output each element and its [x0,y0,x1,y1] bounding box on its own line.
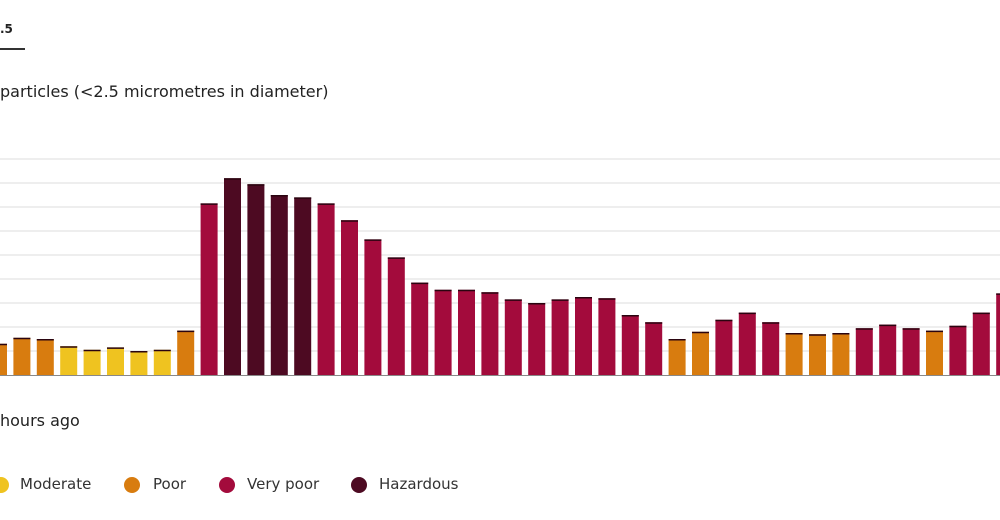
bar [551,299,569,375]
legend-label-hazardous: Hazardous [379,475,459,493]
bar [738,312,756,375]
legend-swatch-poor [124,477,140,493]
bar [762,322,780,375]
bar [458,289,475,375]
bar [692,331,709,375]
bar [36,339,54,375]
bar [387,257,405,375]
bar [504,299,522,375]
bar [926,330,943,375]
bar [434,289,452,375]
bar [668,339,686,375]
bar [83,349,101,375]
tab-label: .5 [0,22,13,36]
bar [528,303,546,375]
chart-title: particles (<2.5 micrometres in diameter) [0,82,329,101]
bar [411,282,429,375]
legend-swatch-very-poor [219,477,235,493]
gridlines [0,158,1000,352]
bar [317,203,335,375]
pm25-bar-chart [0,158,1000,376]
bar [809,334,826,375]
bar [341,220,358,375]
legend-label-poor: Poor [153,475,187,493]
x-axis-label: hours ago [0,411,80,430]
bar [200,203,218,375]
bar [153,349,171,375]
bar [270,195,288,375]
bar [481,292,499,375]
bar [996,293,1000,375]
bar [715,319,733,375]
bar [598,298,616,375]
bar [972,312,990,375]
bar [107,347,124,375]
bar [621,315,639,375]
bar [855,328,873,375]
bar [902,328,920,375]
bar [785,333,803,375]
bar [177,330,195,375]
legend-swatch-hazardous [351,477,367,493]
bar [13,337,31,375]
bar [949,325,967,375]
tab-active-underline [0,48,25,50]
legend-label-very-poor: Very poor [247,475,320,493]
tab-pm25[interactable]: .5 [0,14,25,50]
bar [130,351,148,375]
bar [879,324,897,375]
legend-swatch-moderate [0,477,9,493]
bar [60,346,78,375]
legend-label-moderate: Moderate [20,475,92,493]
bar [575,297,592,375]
bar [645,322,663,375]
bar [294,197,312,375]
bar [364,239,382,375]
bar [0,343,7,375]
bar [832,333,850,375]
bar [224,178,241,375]
bars [0,178,1000,375]
bar [247,184,265,375]
